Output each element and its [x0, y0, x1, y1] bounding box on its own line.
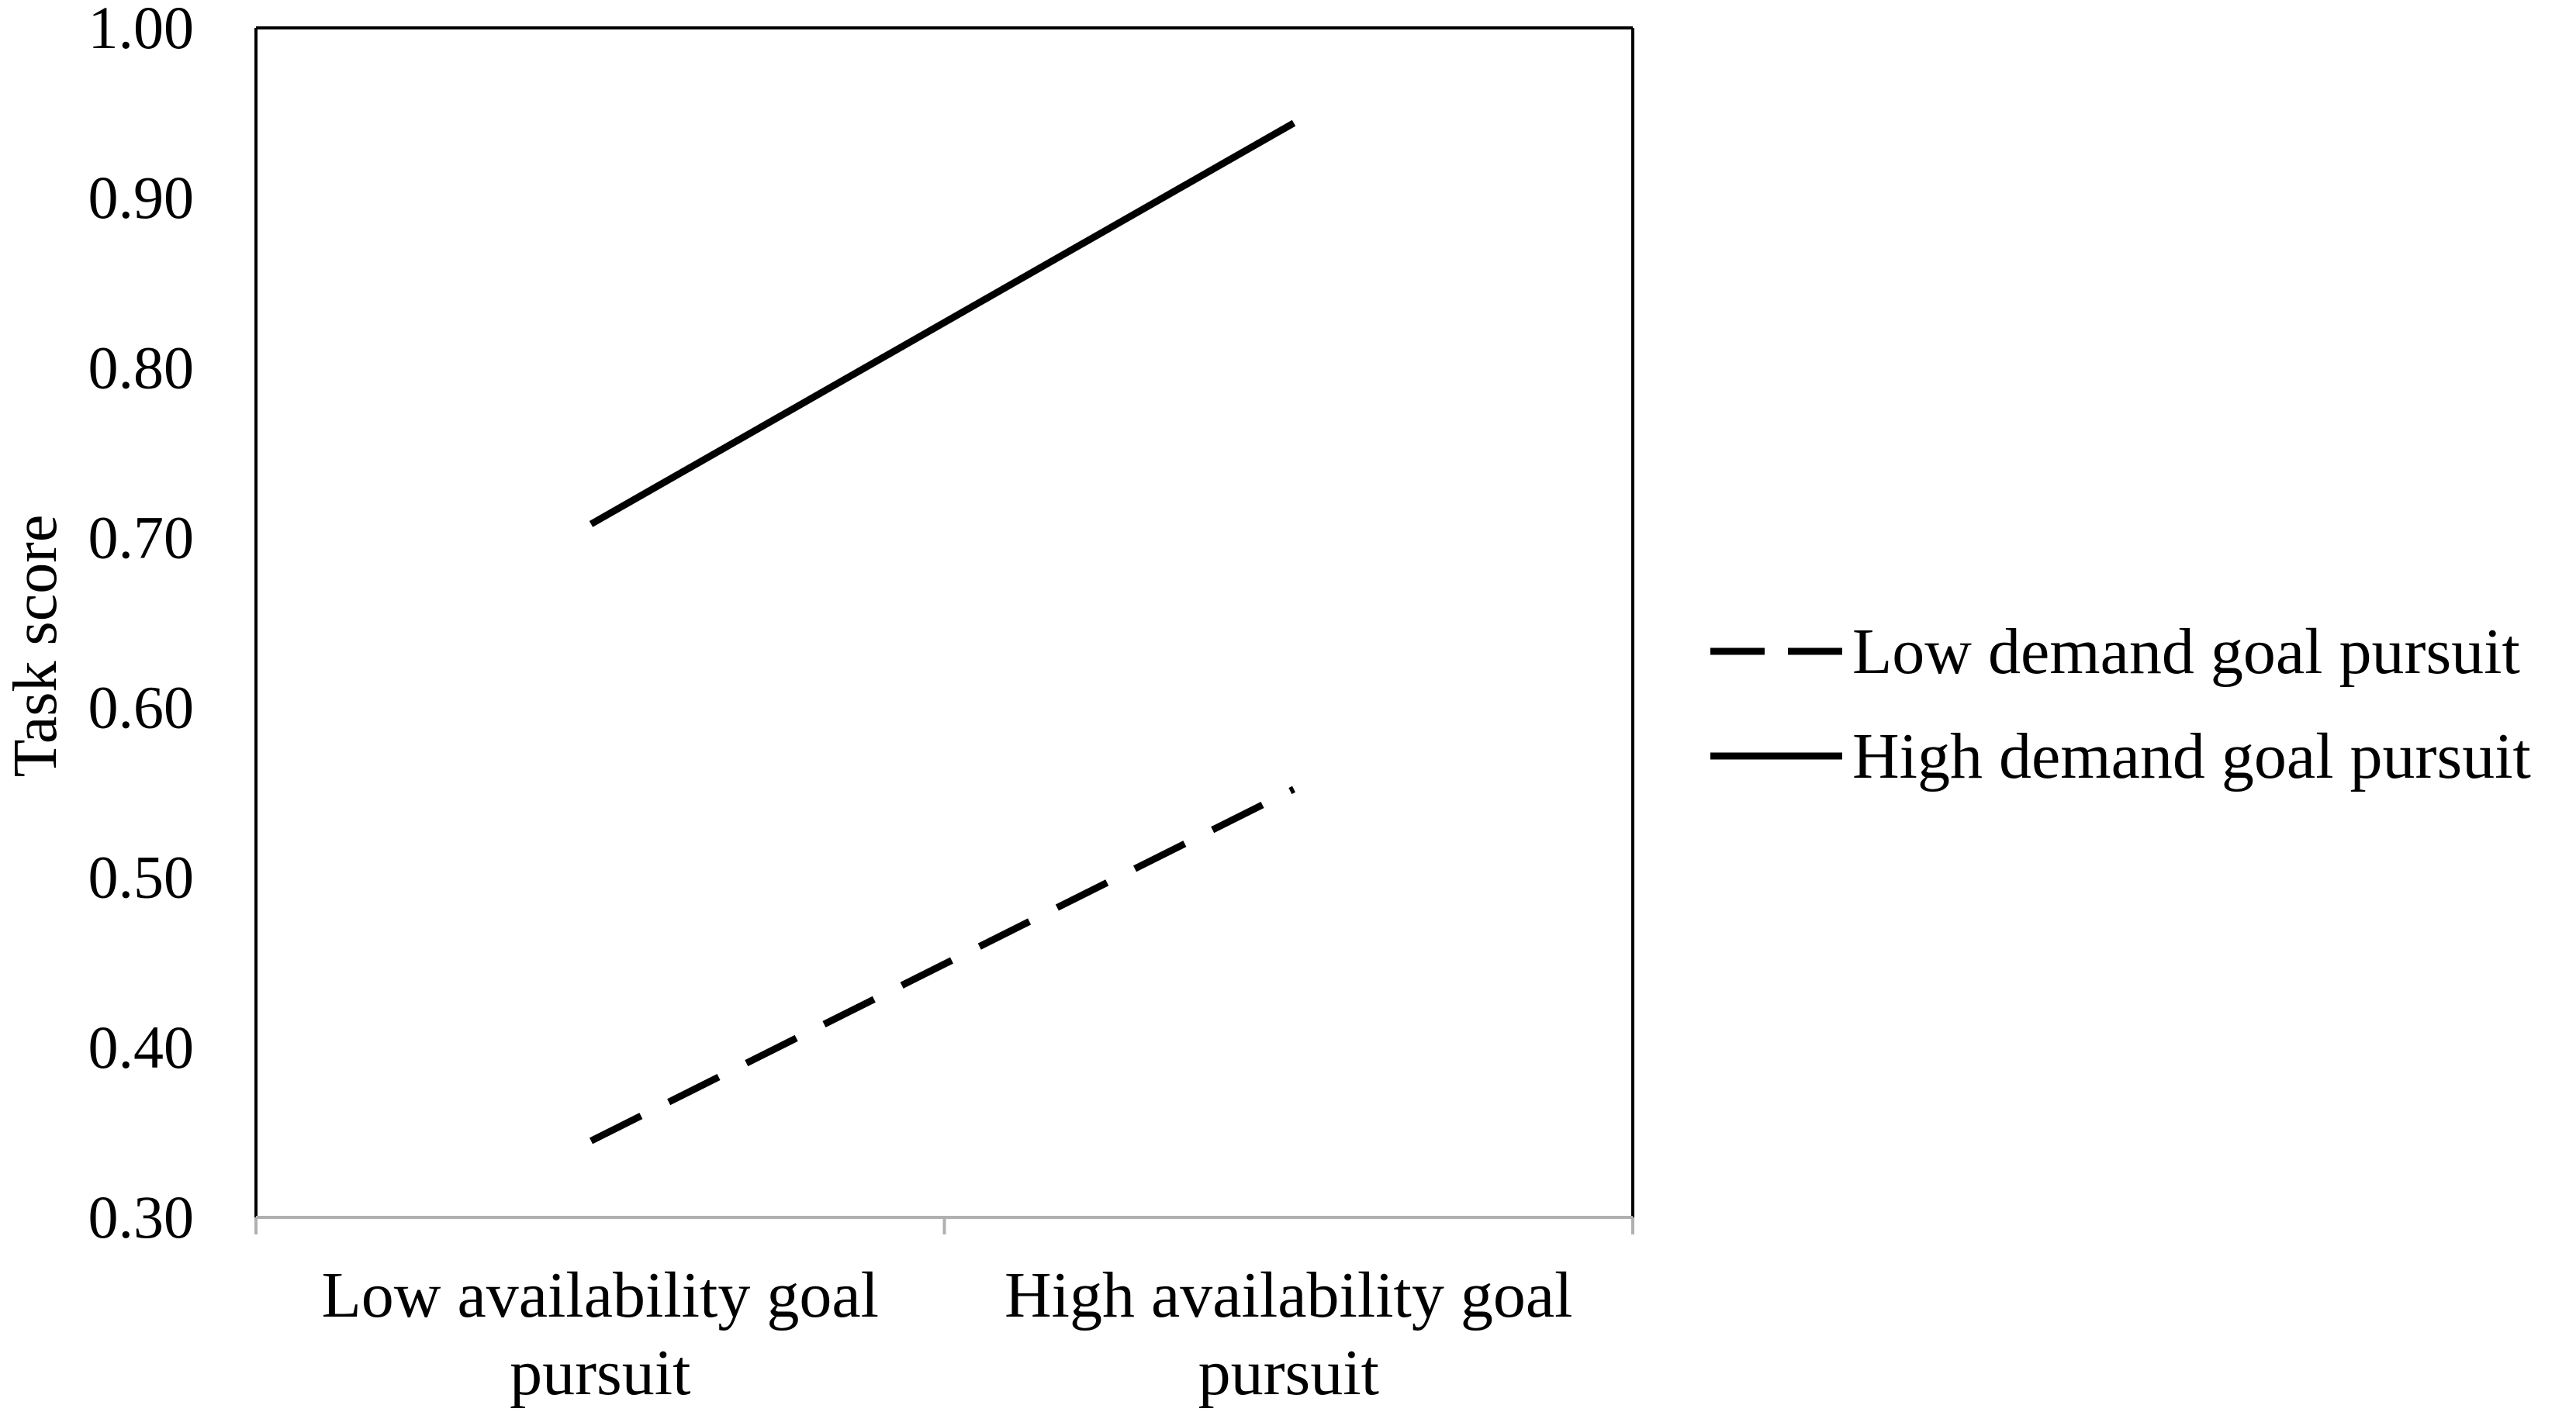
- y-tick-label: 0.30: [88, 1183, 195, 1251]
- series-line-low-demand: [589, 785, 1296, 1144]
- y-tick-label: 0.90: [88, 164, 195, 231]
- y-axis-title: Task score: [2, 515, 70, 778]
- y-tick-label: 0.40: [88, 1013, 195, 1081]
- x-category-label: Low availability goal pursuit: [322, 1259, 879, 1409]
- y-tick-label: 0.70: [88, 503, 195, 571]
- y-tick-label: 0.80: [88, 333, 195, 401]
- x-axis-tick-marks: [254, 1217, 1634, 1234]
- series-lines: [589, 119, 1296, 1144]
- legend-label: Low demand goal pursuit: [1852, 616, 2520, 688]
- y-tick-label: 1.00: [88, 0, 195, 61]
- series-line-high-demand: [589, 119, 1296, 527]
- legend-label: High demand goal pursuit: [1852, 720, 2531, 792]
- x-category-label-line: pursuit: [1198, 1337, 1379, 1409]
- y-tick-label: 0.50: [88, 844, 195, 911]
- y-axis-tick-labels: 0.30 0.40 0.50 0.60 0.70 0.80 0.90 1.00: [88, 0, 195, 1251]
- x-category-label: High availability goal pursuit: [1004, 1259, 1573, 1409]
- x-category-label-line: pursuit: [510, 1337, 690, 1409]
- x-category-label-line: High availability goal: [1004, 1259, 1573, 1331]
- legend: Low demand goal pursuit High demand goal …: [1710, 616, 2531, 792]
- y-tick-label: 0.60: [88, 674, 195, 741]
- x-category-label-line: Low availability goal: [322, 1259, 879, 1331]
